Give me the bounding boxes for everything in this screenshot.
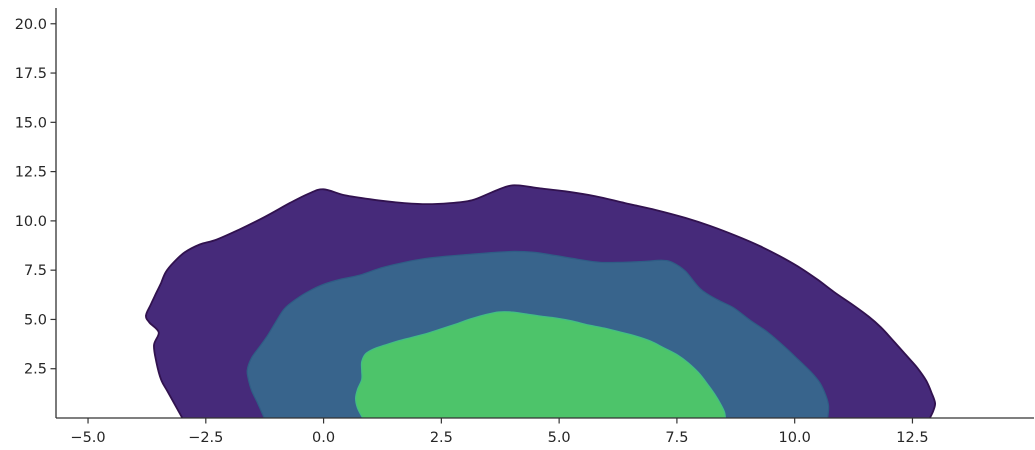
- y-tick-label: 15.0: [15, 115, 47, 131]
- contour-outline-level-outer: [145, 184, 937, 419]
- contour-outline-level-middle: [246, 250, 830, 419]
- x-tick-label: 2.5: [430, 430, 453, 446]
- contour-layers: [145, 184, 937, 419]
- y-tick-label: 7.5: [24, 263, 47, 279]
- x-tick-label: −5.0: [70, 430, 105, 446]
- x-tick-label: 12.5: [896, 430, 928, 446]
- y-tick-label: 2.5: [24, 362, 47, 378]
- y-tick-label: 10.0: [15, 214, 47, 230]
- y-tick-label: 20.0: [15, 17, 47, 33]
- x-tick-label: 10.0: [779, 430, 811, 446]
- y-tick-label: 5.0: [24, 312, 47, 328]
- x-tick-label: 7.5: [665, 430, 688, 446]
- x-tick-label: 5.0: [548, 430, 571, 446]
- contour-outline-level-inner: [355, 311, 726, 419]
- x-tick-label: 0.0: [312, 430, 335, 446]
- y-tick-label: 17.5: [15, 66, 47, 82]
- axes: −5.0 −2.5 0.0 2.5 5.0 7.5 10.0 12.5 2.5 5.0 7.5 10.…: [15, 8, 1034, 446]
- x-tick-label: −2.5: [188, 430, 223, 446]
- contour-fill-level-inner: [355, 311, 726, 418]
- y-tick-label: 12.5: [15, 165, 47, 181]
